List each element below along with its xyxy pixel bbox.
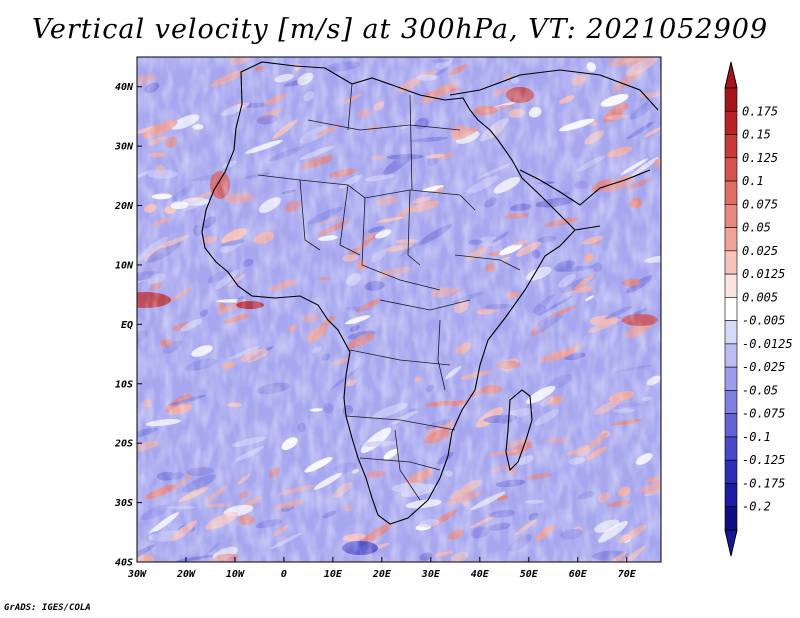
colorbar (724, 61, 738, 557)
lon-tick-label: 10E (324, 569, 343, 580)
colorbar-label: -0.1 (742, 430, 771, 444)
colorbar-swatch (724, 413, 738, 438)
colorbar-swatch (724, 390, 738, 414)
lat-tick-label: 40S (115, 558, 133, 569)
lat-tick-label: 10N (115, 260, 134, 271)
colorbar-swatch (724, 134, 738, 159)
lon-tick-label: 20E (372, 569, 392, 580)
plot-frame (136, 56, 662, 563)
colorbar-swatch (724, 297, 738, 321)
colorbar-label: 0.05 (742, 221, 771, 235)
velocity-field (137, 57, 661, 562)
coastlines (201, 61, 659, 525)
colorbar-label: -0.0125 (742, 337, 793, 351)
colorbar-swatch (724, 343, 738, 368)
lon-tick-label: 20W (176, 569, 196, 580)
colorbar-swatch (724, 204, 738, 228)
lat-tick-label: 30S (114, 498, 133, 509)
colorbar-label: -0.175 (742, 476, 785, 490)
colorbar-label: 0.125 (742, 151, 778, 165)
lon-tick-label: 10W (226, 569, 245, 580)
colorbar-swatch (724, 180, 738, 205)
colorbar-label: -0.05 (742, 383, 778, 397)
colorbar-swatch (724, 227, 738, 252)
lat-tick-label: 40N (115, 82, 134, 93)
lat-tick-label: 10S (115, 379, 133, 390)
lon-tick-label: 50E (520, 569, 539, 580)
country-borders (257, 83, 521, 501)
colorbar-swatch (724, 320, 738, 345)
colorbar-swatch (724, 459, 738, 484)
colorbar-swatch (724, 110, 738, 135)
colorbar-bottom-arrow (724, 529, 738, 557)
colorbar-label: 0.1 (742, 174, 764, 188)
lat-tick-label: 20N (114, 201, 134, 212)
colorbar-label: -0.005 (742, 314, 785, 328)
colorbar-swatch (724, 250, 738, 275)
colorbar-swatch (724, 483, 738, 508)
lat-tick-label: 30N (114, 142, 134, 153)
colorbar-swatch (724, 366, 738, 391)
colorbar-label: -0.125 (742, 453, 785, 467)
lon-tick-label: 60E (569, 569, 588, 580)
lat-axis: 40N 30N 20N 10N EQ 10S 20S 30S 40S (114, 82, 142, 569)
colorbar-swatch (724, 273, 738, 298)
lon-tick-label: 30W (127, 569, 147, 580)
colorbar-label: 0.15 (742, 128, 771, 142)
lon-tick-label: 30E (421, 569, 441, 580)
lon-axis: 30W 20W 10W 0 10E 20E 30E 40E 50E 60E 70E (127, 557, 637, 580)
colorbar-label: -0.075 (742, 407, 785, 421)
colorbar-label: -0.025 (742, 360, 785, 374)
colorbar-label: 0.025 (742, 244, 778, 258)
grads-credit: GrADS: IGES/COLA (4, 603, 91, 613)
lat-tick-label: EQ (121, 320, 133, 331)
colorbar-swatch (724, 436, 738, 461)
colorbar-labels: 0.175 0.15 0.125 0.1 0.075 0.05 0.025 0.0125 0.0… (742, 104, 793, 513)
lon-tick-label: 40E (471, 569, 490, 580)
colorbar-label: -0.2 (742, 500, 771, 514)
lon-tick-label: 0 (281, 569, 287, 580)
colorbar-swatch (724, 157, 738, 182)
colorbar-label: 0.175 (742, 104, 778, 118)
lat-tick-label: 20S (114, 439, 133, 450)
colorbar-label: 0.075 (742, 197, 778, 211)
colorbar-swatch (724, 87, 738, 112)
colorbar-label: 0.005 (742, 290, 778, 304)
colorbar-top-arrow (724, 61, 738, 89)
colorbar-label: 0.0125 (742, 267, 785, 281)
plot-title: Vertical velocity [m/s] at 300hPa, VT: 2… (31, 14, 769, 45)
lon-tick-label: 70E (618, 569, 637, 580)
colorbar-swatch (724, 506, 738, 531)
